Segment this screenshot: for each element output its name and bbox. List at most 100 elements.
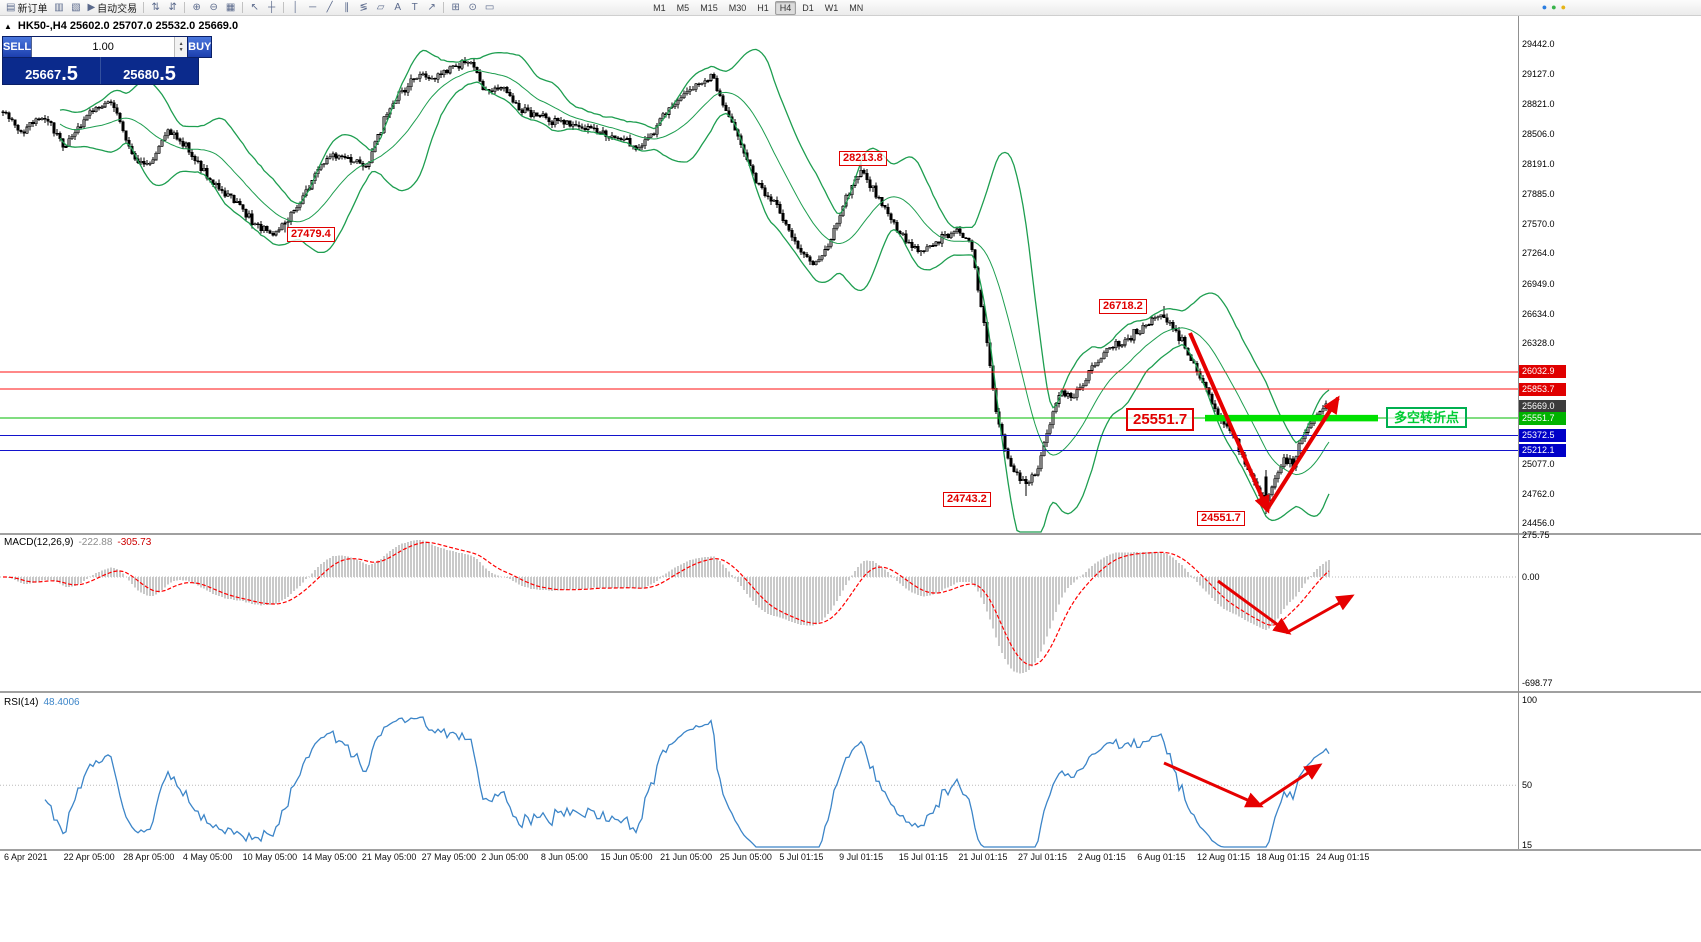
arrow-tool[interactable]: ↗ [423,1,440,15]
sell-price-big-digit: .5 [61,63,78,85]
trendline-tool[interactable]: ╱ [321,1,338,15]
sell-price-main: 25667 [25,67,62,82]
chart-title: ▲ HK50-,H4 25602.0 25707.0 25532.0 25669… [4,20,238,32]
shapes-tool-icon: ▱ [376,1,385,13]
objects-list-button[interactable]: ⇵ [164,1,181,15]
auto-trading-button-label: 自动交易 [97,4,138,15]
rsi-value: 48.4006 [43,697,80,708]
trend-arrow [1217,579,1292,635]
macd-name: MACD(12,26,9) [4,537,74,548]
main-chart-layer [0,48,1518,533]
vertical-line-tool[interactable]: │ [287,1,304,15]
volume-input[interactable] [32,37,175,57]
volume-up-button[interactable]: ▲ [178,41,184,47]
charts-button[interactable]: ▥ [50,1,67,15]
templates-button[interactable]: ▭ [481,1,498,15]
arrow-tool-icon: ↗ [427,1,436,13]
timeframe-H1[interactable]: H1 [757,2,769,13]
buy-button[interactable]: BUY [187,36,213,58]
rsi-name: RSI(14) [4,697,39,708]
macd-signal-line [3,541,1330,666]
timeframe-M1[interactable]: M1 [653,2,666,13]
volume-spinner: ▲ ▼ [174,37,188,57]
new-order-button-icon: ▤ [6,1,16,13]
new-indicator-button[interactable]: ⊞ [447,1,464,15]
channel-tool[interactable]: ∥ [338,1,355,15]
toolbar-right-icons: ● ● ● [1542,3,1566,12]
cursor-tool-button-icon: ↖ [250,1,259,13]
timeframe-H4[interactable]: H4 [774,0,797,15]
crosshair-tool-button-icon: ┼ [268,1,276,13]
channel-tool-icon: ∥ [344,1,350,13]
timeframe-M30[interactable]: M30 [728,2,747,13]
period-clock-button-icon: ⊙ [468,1,477,13]
rsi-line [44,716,1330,848]
indicators-list-button[interactable]: ⇅ [147,1,164,15]
macd-main-value: -222.88 [78,537,113,548]
zoom-in-button-icon: ⊕ [192,1,201,13]
auto-trading-button-icon: ▶ [87,1,96,13]
text-tool-icon: A [394,1,401,13]
cursor-tool-button[interactable]: ↖ [246,1,263,15]
trendline-tool-icon: ╱ [326,1,333,13]
templates-button-icon: ▭ [484,1,495,13]
new-order-button[interactable]: ▤ 新订单 [3,1,50,15]
sell-button[interactable]: SELL [1,36,33,58]
period-clock-button[interactable]: ⊙ [464,1,481,15]
new-order-button-label: 新订单 [17,4,48,15]
volume-down-button[interactable]: ▼ [178,47,184,53]
crosshair-tool-button[interactable]: ┼ [263,1,280,15]
trend-arrow [1285,594,1355,635]
label-tool-icon: T [411,1,418,13]
one-click-collapse-icon[interactable]: ▲ [4,21,12,31]
label-tool[interactable]: T [406,1,423,15]
chart-title-text: HK50-,H4 25602.0 25707.0 25532.0 25669.0 [17,20,239,32]
buy-price-big-digit: .5 [159,63,176,85]
horizontal-line-tool[interactable]: ─ [304,1,321,15]
new-indicator-button-icon: ⊞ [451,1,460,13]
bollinger-middle-band [59,69,1330,476]
splitter-rsi [0,691,1701,693]
text-tool[interactable]: A [389,1,406,15]
zoom-in-button[interactable]: ⊕ [188,1,205,15]
toolbar-separator [184,2,186,13]
trend-arrow [1188,332,1270,514]
profiles-button[interactable]: ▧ [67,1,84,15]
news-icon[interactable]: ● [1560,2,1566,12]
trend-arrow [1264,395,1340,513]
trend-arrow [1257,763,1323,808]
shapes-tool[interactable]: ▱ [372,1,389,15]
buy-price: 25680.5 [101,57,198,84]
splitter-macd [0,533,1701,535]
main-toolbar: ▤ 新订单 ▥ ▧ ▶ 自动交易 ⇅ ⇵ ⊕ ⊖ ▦ ↖ ┼ │ ─ ╱ ∥ ≶ ▱ A T ↗ ⊞ ⊙ ▭ M1 M5 M15 M30… [0,0,1701,16]
timeframe-toolbar: M1 M5 M15 M30 H1 H4 D1 W1 MN [648,0,868,15]
volume-box: ▲ ▼ [31,37,189,57]
auto-trading-button[interactable]: ▶ 自动交易 [84,1,140,15]
timeframe-M15[interactable]: M15 [700,2,718,13]
one-click-prices-row: 25667.5 25680.5 [3,57,198,84]
rsi-panel-layer [0,716,1518,848]
timeframe-MN[interactable]: MN [849,2,864,13]
indicators-list-button-icon: ⇅ [151,1,160,13]
auto-scroll-icon[interactable]: ● [1551,2,1557,12]
bollinger-lower-band [59,81,1330,533]
timeframe-M5[interactable]: M5 [676,2,690,13]
fibonacci-tool-icon: ≶ [359,1,368,13]
zoom-out-button[interactable]: ⊖ [205,1,222,15]
fibonacci-tool[interactable]: ≶ [355,1,372,15]
buy-price-main: 25680 [123,67,160,82]
one-click-buttons-row: SELL ▲ ▼ BUY [1,36,213,58]
chart-shift-icon[interactable]: ● [1541,2,1548,12]
trend-arrow [1163,761,1264,808]
macd-signal-value: -305.73 [117,537,152,548]
timeframe-W1[interactable]: W1 [824,2,839,13]
vertical-line-tool-icon: │ [292,1,299,13]
splitter-time-axis [0,849,1701,851]
bollinger-upper-band [59,48,1330,444]
toolbar-separator [283,2,285,13]
timeframe-D1[interactable]: D1 [802,2,814,13]
tile-windows-button[interactable]: ▦ [222,1,239,15]
charts-button-icon: ▥ [54,1,64,13]
